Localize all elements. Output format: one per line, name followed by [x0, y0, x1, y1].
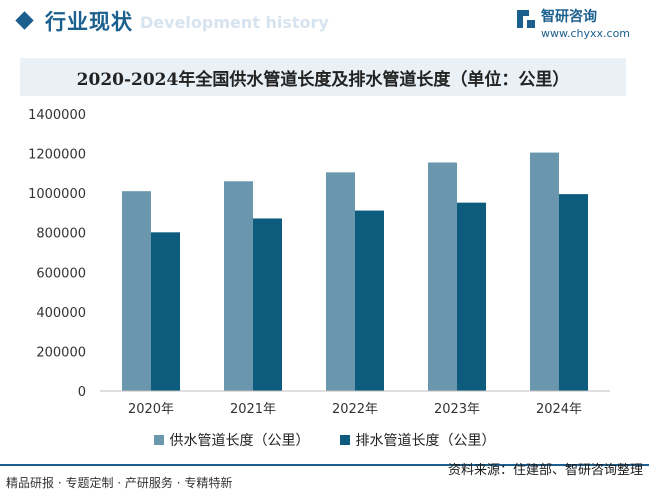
bars [122, 152, 588, 391]
bar-supply [122, 191, 151, 391]
bar-drain [151, 232, 180, 391]
page-header: Development history 行业现状 智研咨询 www.chyxx.… [0, 0, 649, 48]
bar-drain [559, 194, 588, 391]
footer-divider [0, 464, 649, 466]
chart-title: 2020-2024年全国供水管道长度及排水管道长度（单位：公里） [76, 69, 570, 90]
logo-name: 智研咨询 [541, 9, 597, 25]
bar-chart: 1400000 1200000 1000000 800000 600000 400000 2… [28, 108, 610, 417]
x-tick-label: 2024年 [536, 402, 582, 417]
y-axis: 1400000 1200000 1000000 800000 600000 400000 2… [28, 108, 86, 400]
bar-supply [428, 162, 457, 391]
legend-swatch-supply [153, 435, 164, 445]
bar-supply [326, 172, 355, 391]
legend-label-supply: 供水管道长度（公里） [169, 433, 310, 449]
section-subtitle: Development history [140, 13, 329, 32]
x-tick-label: 2021年 [230, 402, 276, 417]
chart-legend: 供水管道长度（公里） 排水管道长度（公里） [0, 430, 649, 450]
y-tick-label: 400000 [36, 306, 86, 321]
chart-title-bar: 2020-2024年全国供水管道长度及排水管道长度（单位：公里） [20, 58, 626, 96]
y-tick-label: 600000 [36, 266, 86, 281]
y-tick-label: 1000000 [28, 187, 86, 202]
y-tick-label: 0 [78, 385, 86, 400]
bar-supply [530, 152, 559, 391]
bar-drain [253, 218, 282, 391]
footer-source: 资料来源：住建部、智研咨询整理 [447, 463, 643, 478]
legend-label-drain: 排水管道长度（公里） [355, 433, 496, 449]
legend-swatch-drain [339, 435, 350, 445]
y-tick-label: 1400000 [28, 108, 86, 123]
bar-drain [355, 210, 384, 391]
x-tick-label: 2020年 [128, 402, 174, 417]
bar-drain [457, 202, 486, 391]
logo-mark-icon [517, 10, 535, 28]
x-tick-label: 2023年 [434, 402, 480, 417]
bar-supply [224, 181, 253, 391]
footer-tagline: 精品研报 · 专题定制 · 产研服务 · 专精特新 [6, 476, 233, 490]
section-title: 行业现状 [45, 10, 133, 34]
y-tick-label: 200000 [36, 345, 86, 360]
y-tick-label: 1200000 [28, 148, 86, 163]
x-axis: 2020年 2021年 2022年 2023年 2024年 [128, 402, 582, 417]
legend-item-supply: 供水管道长度（公里） [153, 430, 310, 450]
logo-url: www.chyxx.com [541, 27, 631, 40]
x-tick-label: 2022年 [332, 402, 378, 417]
legend-item-drain: 排水管道长度（公里） [339, 430, 496, 450]
logo: 智研咨询 www.chyxx.com [515, 6, 635, 44]
y-tick-label: 800000 [36, 227, 86, 242]
